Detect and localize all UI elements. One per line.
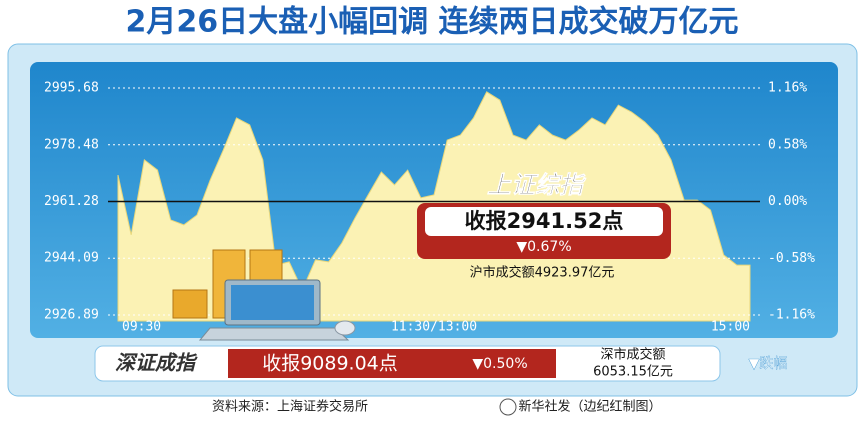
y2-tick-label: -1.16% — [768, 308, 815, 323]
y2-tick-label: 0.58% — [768, 137, 807, 152]
shenzhen-close: 收报9089.04点 — [262, 353, 398, 375]
y2-tick-label: 1.16% — [768, 81, 807, 96]
credit: 新华社发（边纪红制图） — [518, 399, 661, 415]
shenzhen-turnover-label: 深市成交额 — [600, 347, 665, 363]
turnover-text: 沪市成交额4923.97亿元 — [470, 265, 615, 281]
shenzhen-name: 深证成指 — [115, 351, 198, 375]
logo — [500, 399, 516, 415]
x-tick-label: 09:30 — [122, 320, 161, 335]
shenzhen-change: ▼0.50% — [472, 356, 527, 372]
y-tick-label: 2926.89 — [44, 308, 99, 323]
x-tick-label: 15:00 — [711, 320, 750, 335]
y-tick-label: 2978.48 — [44, 137, 99, 152]
y-tick-label: 2995.68 — [44, 81, 99, 96]
close-text: 收报2941.52点 — [465, 209, 624, 233]
y2-tick-label: -0.58% — [768, 251, 815, 266]
chart-title: 2月26日大盘小幅回调 连续两日成交破万亿元 — [125, 5, 738, 40]
index-name: 上证综指 — [487, 171, 587, 199]
change-text: ▼0.67% — [516, 239, 571, 255]
chart: 2月26日大盘小幅回调 连续两日成交破万亿元 2926.89 2944.09 296… — [0, 0, 865, 420]
x-tick-label: 11:30/13:00 — [391, 320, 477, 335]
y-tick-label: 2961.28 — [44, 194, 99, 209]
y-tick-label: 2944.09 — [44, 251, 99, 266]
page: {"chart_data": {"type": "area", "title":… — [0, 0, 865, 420]
source: 资料来源：上海证券交易所 — [212, 399, 368, 415]
legend: ▼跌幅 — [749, 356, 788, 372]
shenzhen-turnover: 6053.15亿元 — [593, 365, 673, 380]
y2-tick-label: 0.00% — [768, 194, 807, 209]
